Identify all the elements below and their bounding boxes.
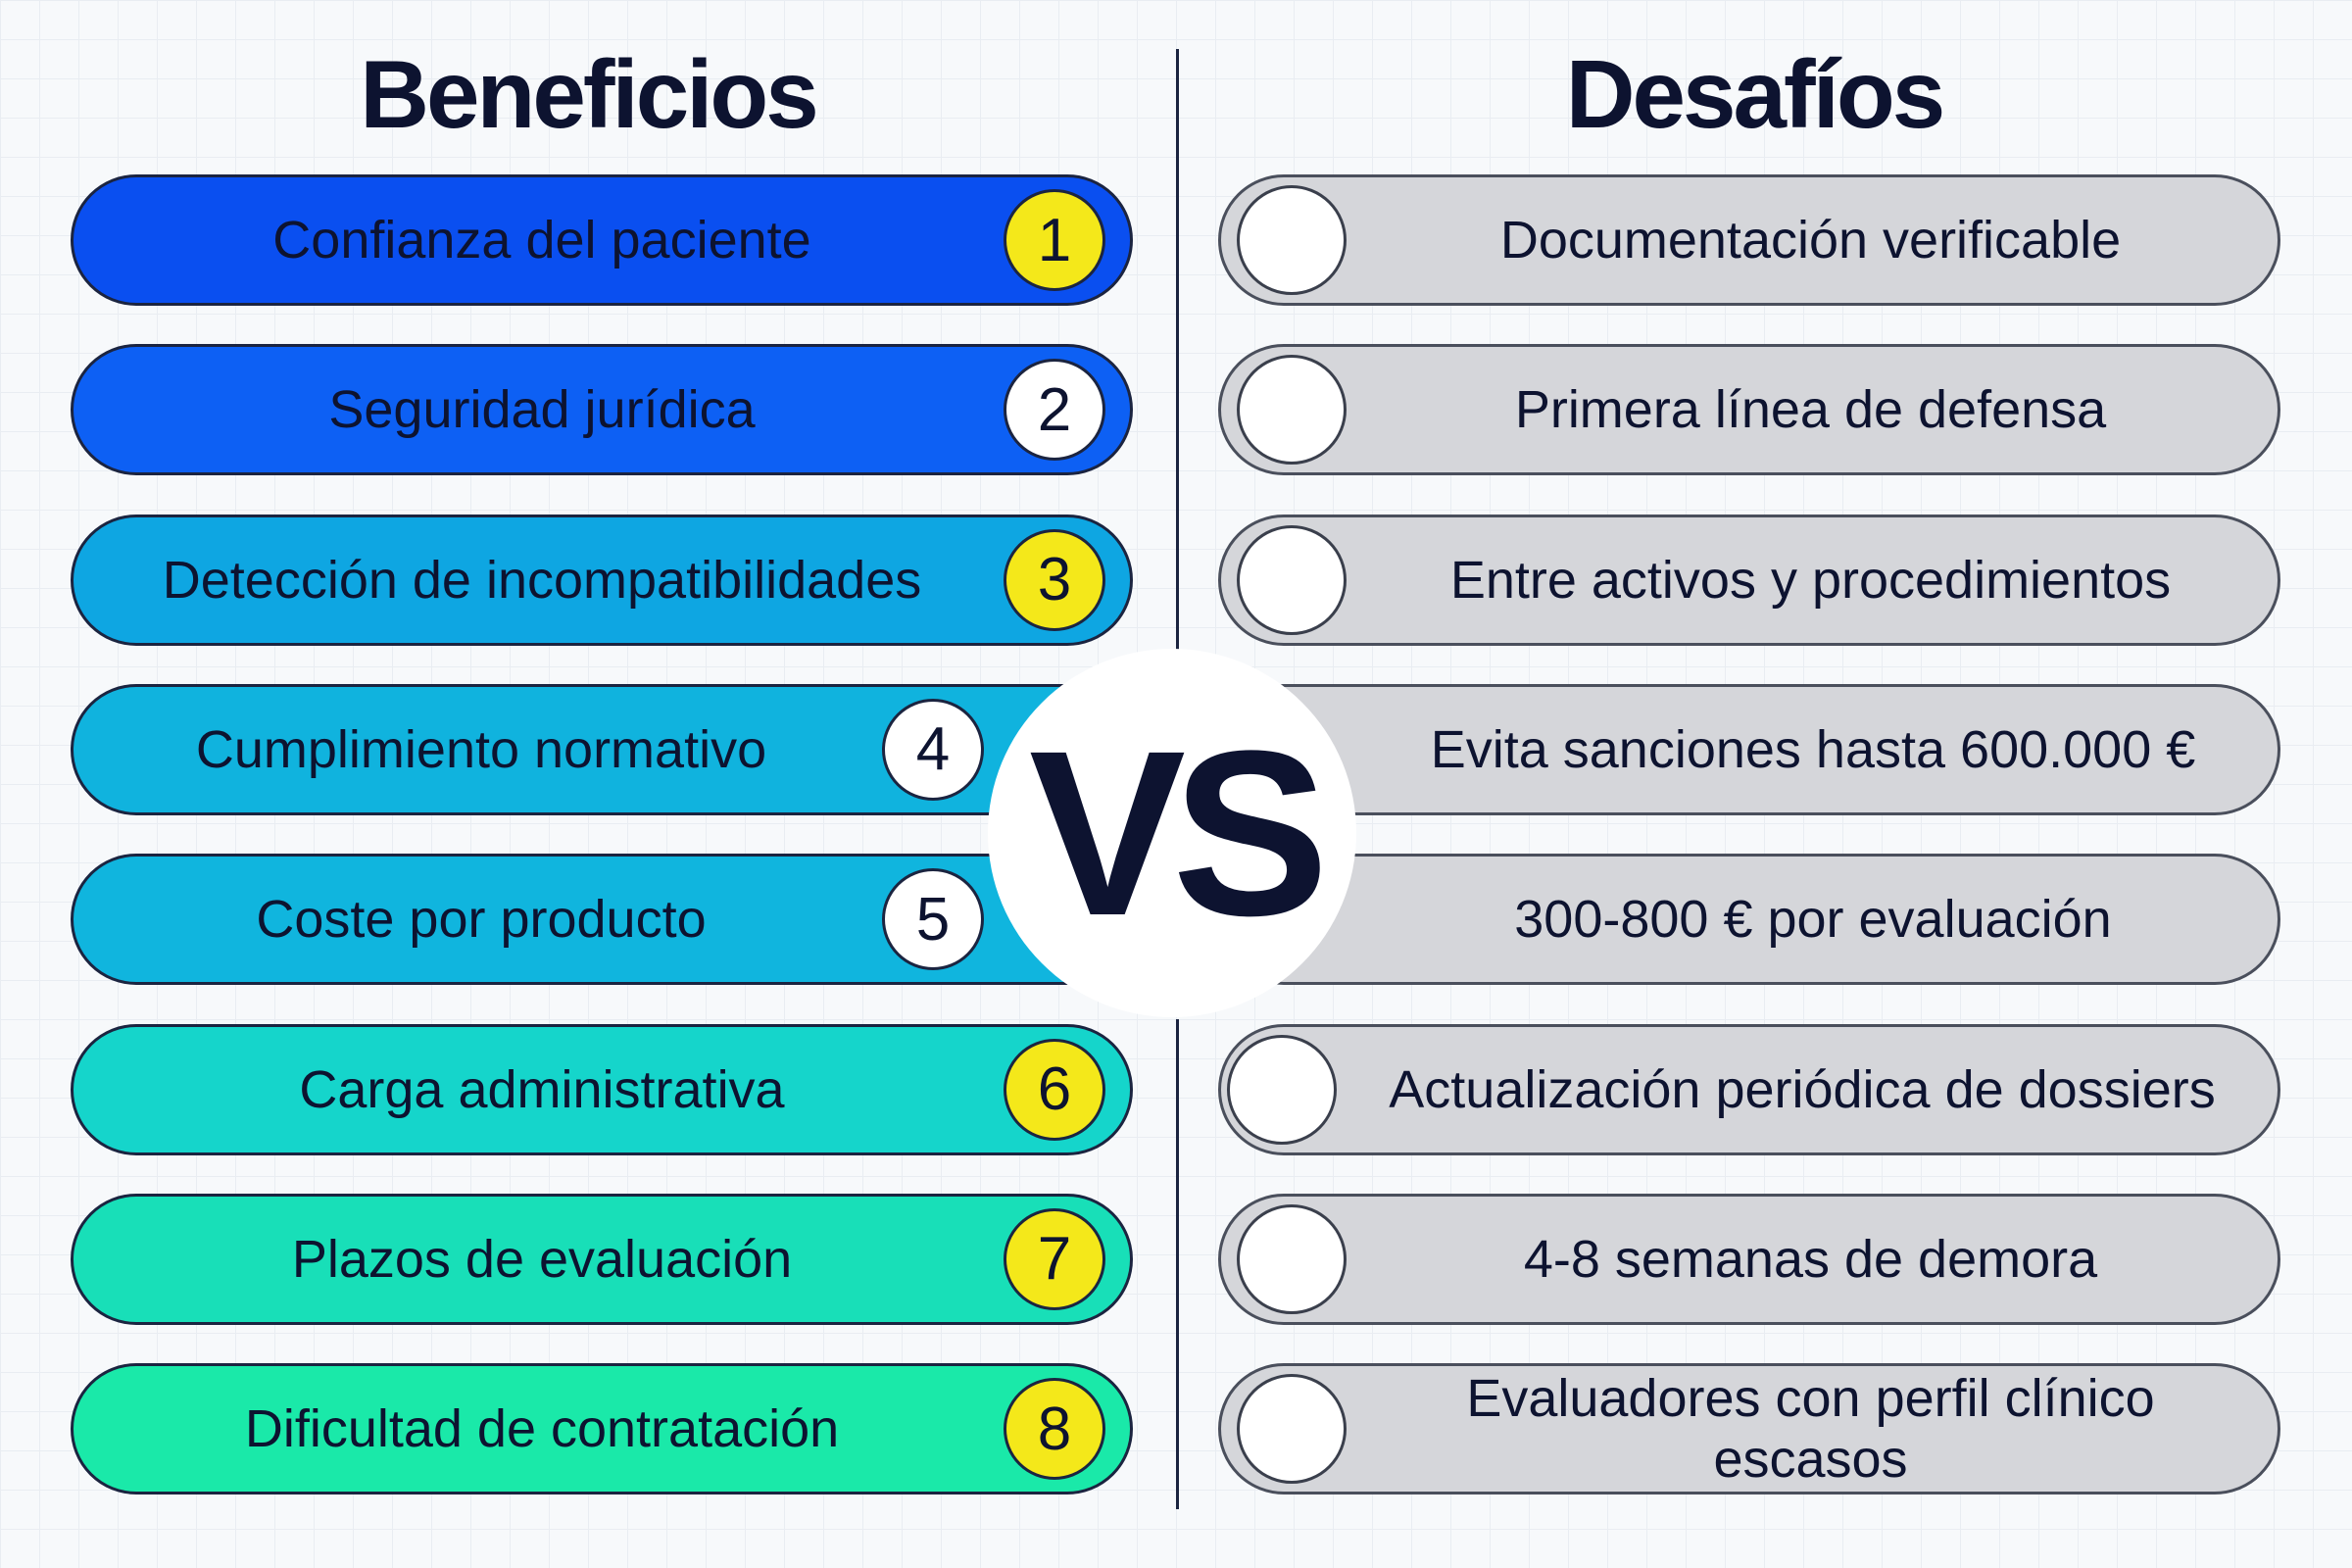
challenge-pill bbox=[1218, 514, 2280, 646]
benefit-number: 4 bbox=[882, 698, 984, 801]
benefit-pill bbox=[71, 1193, 1133, 1325]
challenge-pill bbox=[1218, 1023, 2280, 1155]
challenge-pill bbox=[1218, 344, 2280, 476]
benefit-label: Confianza del paciente bbox=[272, 211, 811, 270]
benefit-label: Plazos de evaluación bbox=[291, 1229, 793, 1289]
challenge-label: Actualización periódica de dossiers bbox=[1389, 1059, 2216, 1119]
benefit-pill bbox=[71, 344, 1133, 476]
challenge-marker bbox=[1237, 1203, 1347, 1314]
benefit-number: 5 bbox=[882, 868, 984, 971]
challenge-label: 300-800 € por evaluación bbox=[1514, 890, 2112, 950]
challenge-marker bbox=[1227, 1034, 1337, 1145]
challenge-label: Entre activos y procedimientos bbox=[1449, 550, 2172, 610]
challenge-marker bbox=[1237, 355, 1347, 466]
challenge-pill bbox=[1218, 1193, 2280, 1325]
benefit-label: Cumplimiento normativo bbox=[195, 719, 767, 779]
challenge-marker bbox=[1237, 185, 1347, 295]
challenge-pill bbox=[1218, 174, 2280, 306]
divider bbox=[1176, 49, 1179, 653]
challenge-label: Evita sanciones hasta 600.000 € bbox=[1430, 719, 2196, 779]
challenge-label: Documentación verificable bbox=[1499, 211, 2122, 270]
challenge-pill bbox=[1218, 683, 2280, 815]
benefit-number: 1 bbox=[1004, 189, 1105, 291]
benefit-pill bbox=[71, 514, 1133, 646]
benefit-number: 7 bbox=[1004, 1207, 1105, 1310]
challenges-title: Desafíos bbox=[1565, 40, 1946, 148]
benefit-label: Seguridad jurídica bbox=[328, 380, 756, 440]
divider bbox=[1176, 1019, 1179, 1509]
challenge-label: Evaluadores con perfil clínico escasos bbox=[1466, 1369, 2155, 1490]
challenge-label: Primera línea de defensa bbox=[1514, 380, 2107, 440]
benefit-label: Carga administrativa bbox=[299, 1059, 785, 1119]
benefit-number: 2 bbox=[1004, 359, 1105, 462]
benefit-label: Coste por producto bbox=[256, 890, 707, 950]
benefit-label: Detección de incompatibilidades bbox=[162, 550, 922, 610]
benefit-number: 6 bbox=[1004, 1038, 1105, 1141]
benefit-label: Dificultad de contratación bbox=[244, 1399, 840, 1459]
benefit-pill bbox=[71, 1023, 1133, 1155]
challenge-pill bbox=[1218, 854, 2280, 986]
challenge-marker bbox=[1237, 524, 1347, 635]
benefits-title: Beneficios bbox=[360, 40, 819, 148]
benefit-pill bbox=[71, 1363, 1133, 1495]
benefit-pill bbox=[71, 174, 1133, 306]
challenge-marker bbox=[1237, 1374, 1347, 1485]
challenge-pill bbox=[1218, 1363, 2280, 1495]
benefit-number: 3 bbox=[1004, 528, 1105, 631]
benefit-number: 8 bbox=[1004, 1378, 1105, 1481]
challenge-label: 4-8 semanas de demora bbox=[1523, 1229, 2098, 1289]
versus-badge: VS bbox=[988, 649, 1356, 1017]
